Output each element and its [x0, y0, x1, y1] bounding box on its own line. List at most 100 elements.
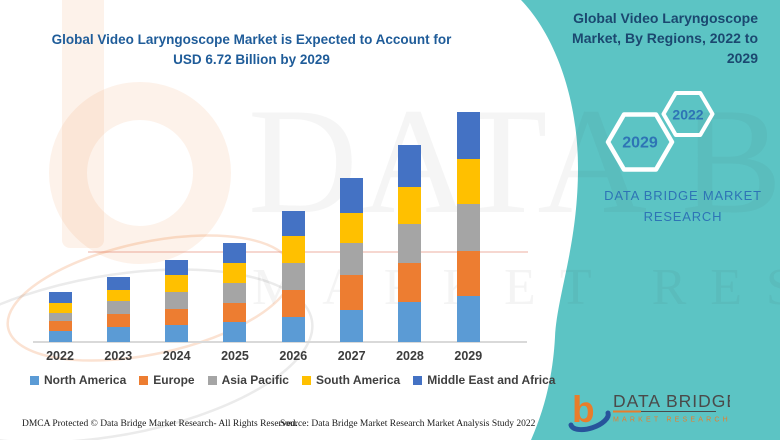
legend-swatch-icon	[413, 375, 423, 385]
logo-swoosh-icon	[568, 410, 611, 433]
legend-swatch-icon	[139, 375, 149, 385]
bar-segment-asia-pacific	[165, 291, 189, 310]
bar-segment-middle-east-and-africa	[48, 292, 72, 304]
watermark-text-line1: DATA BRIDGE	[248, 77, 780, 245]
bar-segment-europe	[340, 275, 364, 310]
brand-wordmark: DATA BRIDGE MARKET RESEARCH	[593, 186, 773, 228]
legend-label: Middle East and Africa	[427, 373, 556, 387]
bar-segment-south-america	[456, 158, 480, 204]
brand-wordmark-line1: DATA BRIDGE MARKET	[604, 188, 762, 203]
x-axis-label-2027: 2027	[337, 349, 366, 363]
bar-2024	[165, 259, 189, 342]
bar-2028	[398, 145, 422, 342]
bar-segment-south-america	[165, 275, 189, 292]
bar-segment-south-america	[398, 187, 422, 224]
x-axis-label-2022: 2022	[46, 349, 74, 363]
bar-segment-europe	[223, 302, 247, 322]
bar-segment-north-america	[106, 327, 130, 342]
legend-swatch-icon	[30, 375, 39, 385]
bar-segment-north-america	[281, 317, 305, 342]
teal-panel-shape	[521, 0, 780, 440]
stacked-bar-chart: 2022 2023 2024 2025 2026 2027 2028 2029	[46, 112, 482, 363]
bar-segment-europe	[456, 250, 480, 297]
legend-label: North America	[44, 373, 127, 387]
bar-segment-asia-pacific	[223, 282, 247, 303]
bar-segment-europe	[165, 309, 189, 326]
page-title-line2: USD 6.72 Billion by 2029	[173, 52, 330, 68]
watermark-horizontal-line	[88, 251, 528, 253]
hexagon-2022-icon	[661, 91, 715, 137]
logo-tagline-text: MARKET RESEARCH	[613, 417, 730, 424]
panel-title-line2: Market, By Regions, 2022 to	[572, 29, 758, 46]
x-axis-label-2023: 2023	[104, 349, 133, 363]
x-axis-label-2028: 2028	[396, 349, 424, 363]
bar-segment-europe	[281, 289, 305, 318]
hexagon-year-badges: 2029 2022	[605, 91, 715, 172]
bar-segment-south-america	[48, 303, 72, 313]
bar-segment-europe	[398, 263, 422, 302]
bar-segment-middle-east-and-africa	[456, 112, 480, 159]
bar-segment-asia-pacific	[106, 301, 130, 314]
logo-b-icon: b	[572, 389, 595, 430]
legend-item-asia-pacific: Asia Pacific	[207, 373, 289, 387]
bar-segment-middle-east-and-africa	[223, 242, 247, 264]
bar-segment-north-america	[340, 309, 364, 342]
legend-swatch-icon	[207, 375, 217, 385]
x-axis-label-2024: 2024	[162, 349, 191, 363]
x-axis-label-2026: 2026	[279, 349, 308, 363]
bar-2027	[340, 177, 364, 342]
chart-legend: North America Europe Asia Pacific South Ame…	[30, 373, 555, 387]
bar-segment-middle-east-and-africa	[281, 211, 305, 237]
logo-name-text: DATA BRIDGE	[613, 391, 730, 411]
bar-segment-middle-east-and-africa	[398, 145, 422, 188]
bar-segment-asia-pacific	[340, 242, 364, 276]
bar-2026	[281, 211, 305, 342]
legend-label: Asia Pacific	[221, 373, 289, 387]
legend-item-north-america: North America	[30, 373, 126, 387]
bar-segment-asia-pacific	[48, 312, 72, 322]
bar-segment-south-america	[340, 212, 364, 243]
bar-segment-north-america	[456, 296, 480, 342]
bar-segment-europe	[48, 321, 72, 332]
bar-segment-middle-east-and-africa	[165, 259, 189, 275]
bar-segment-south-america	[223, 263, 247, 283]
legend-item-europe: Europe	[139, 373, 195, 387]
bar-segment-asia-pacific	[456, 203, 480, 251]
page-title: Global Video Laryngoscope Market is Expe…	[28, 30, 475, 71]
watermark-b-stem	[62, 0, 104, 248]
x-axis-label-2025: 2025	[221, 349, 249, 363]
bar-segment-north-america	[165, 325, 189, 342]
bar-2023	[106, 277, 130, 342]
legend-item-south-america: South America	[301, 373, 401, 387]
bar-segment-north-america	[48, 331, 72, 342]
copyright-text: DMCA Protected © Data Bridge Market Rese…	[22, 419, 298, 429]
data-bridge-logo: b DATA BRIDGE MARKET RESEARCH	[568, 389, 730, 433]
legend-swatch-icon	[301, 375, 311, 385]
panel-title: Global Video Laryngoscope Market, By Reg…	[508, 9, 758, 69]
bar-2025	[223, 242, 247, 342]
logo-divider-accent	[613, 410, 641, 413]
bar-segment-middle-east-and-africa	[340, 177, 364, 213]
brand-wordmark-line2: RESEARCH	[643, 208, 723, 224]
hexagon-2029-label: 2029	[622, 135, 658, 152]
bar-segment-asia-pacific	[398, 223, 422, 264]
x-axis-line	[33, 341, 527, 343]
bar-segment-middle-east-and-africa	[106, 277, 130, 290]
legend-label: Europe	[153, 373, 195, 387]
watermark-swoosh-gray	[0, 268, 314, 440]
legend-label: South America	[315, 373, 401, 387]
panel-title-line3: 2029	[726, 49, 758, 66]
watermark-b-bowl	[49, 82, 231, 264]
bar-2029	[456, 112, 480, 342]
panel-title-line1: Global Video Laryngoscope	[573, 10, 758, 26]
page-title-line1: Global Video Laryngoscope Market is Expe…	[51, 32, 452, 47]
bar-2022	[48, 292, 72, 342]
bar-segment-south-america	[281, 236, 305, 264]
bar-segment-asia-pacific	[281, 263, 305, 290]
bar-segment-north-america	[223, 321, 247, 342]
hexagon-2022-label: 2022	[672, 107, 703, 123]
hexagon-2029-icon	[605, 112, 675, 172]
background-logo-watermark	[0, 0, 314, 440]
